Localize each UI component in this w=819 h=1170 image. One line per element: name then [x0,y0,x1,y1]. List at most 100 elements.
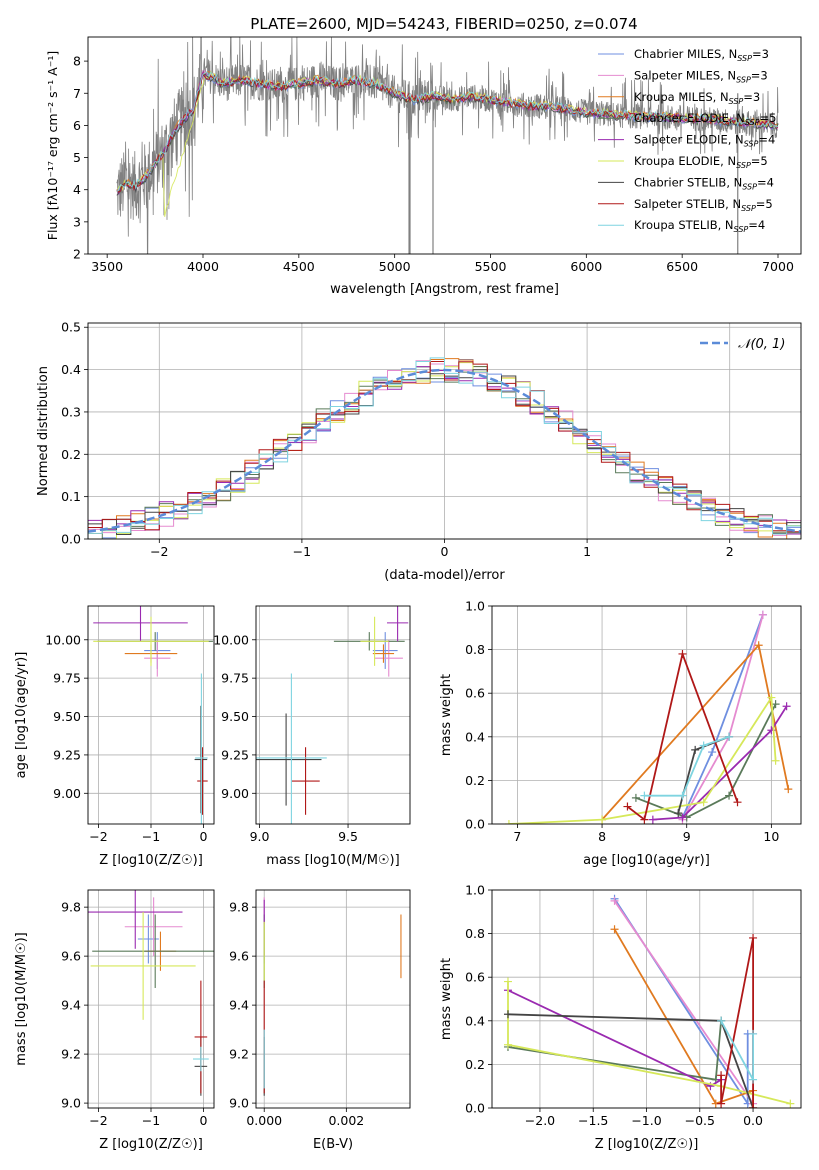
legend-label: Chabrier ELODIE, NSSP=5 [634,111,776,127]
x-axis-label: E(B-V) [313,1137,353,1152]
weight-marker [610,896,619,905]
y-axis-label: mass [log10(M/M☉)] [14,932,29,1065]
legend-subscript: SSP [734,225,749,234]
legend-subscript: SSP [744,140,759,149]
x-tick-label: −2 [150,544,168,559]
errorbar-point-7 [197,747,208,815]
y-axis-label: Flux [fλ10⁻¹⁷ erg cm⁻² s⁻¹ A⁻¹] [45,51,60,240]
axes-frame [87,889,215,1109]
legend-subscript: SSP [742,182,757,191]
y-tick-label: 3 [73,214,81,229]
x-tick-label: 1 [583,544,591,559]
legend-label: Salpeter ELODIE, NSSP=4 [634,133,775,149]
mass-vs-z-plot [88,890,214,1096]
figure-title: PLATE=2600, MJD=54243, FIBERID=0250, z=0… [250,15,637,33]
errorbar-point-3 [92,914,214,988]
y-tick-label: 5 [73,150,81,165]
weight-marker [631,793,640,802]
y-tick-label: 10.00 [213,632,249,647]
legend-subscript: SSP [737,54,752,63]
x-tick-label: −2 [89,829,107,844]
axes-frame [87,605,215,825]
age-vs-mass-plot [256,606,409,824]
y-tick-label: 9.50 [221,709,249,724]
x-axis-label: mass [log10(M/M☉)] [266,853,399,868]
weight-marker [691,745,700,754]
x-tick-label: 8 [598,829,606,844]
x-tick-label: 6500 [666,259,698,274]
y-tick-label: 0.0 [61,532,81,547]
weight-marker [771,700,780,709]
errorbar-point-4 [88,890,183,949]
weight-marker [678,649,687,658]
legend-nssp: =4 [758,133,775,147]
errorbar-point-5 [360,616,389,666]
errorbar-point-8 [195,673,208,824]
weight-marker [784,785,793,794]
x-tick-label: 9.0 [250,829,270,844]
weight-marker [640,815,649,824]
x-tick-label: 0.0 [743,1113,763,1128]
y-axis-label: mass weight [439,674,454,756]
y-tick-label: 0.2 [465,773,485,788]
legend-nssp: =5 [751,154,768,168]
axes-frame [491,889,802,1109]
residuals-panel: −2 −1 0 1 2 0.0 0.1 0.2 0.3 0.4 0.5 (data-model)/er… [36,320,802,583]
y-tick-label: 9.2 [229,1047,249,1062]
weight-line-7 [720,937,754,1108]
y-tick-label: 2 [73,247,81,262]
legend-nssp: =4 [757,175,774,189]
legend-nssp: =3 [743,90,760,104]
axes-frame [255,889,411,1109]
x-tick-label: −0.5 [685,1113,715,1128]
y-axis-label: mass weight [439,958,454,1040]
weight-marker [678,791,687,800]
x-axis-label: Z [log10(Z/Z☉)] [99,1137,203,1152]
weight-marker [725,732,734,741]
x-tick-label: −1.5 [578,1113,608,1128]
y-tick-label: 9.00 [53,786,81,801]
y-tick-label: 9.25 [221,747,249,762]
weight-marker [699,741,708,750]
errorbar-point-8 [256,673,327,824]
weight-line-5 [508,694,777,824]
age-vs-z-plot [93,606,213,824]
y-tick-label: 0.8 [465,642,485,657]
legend-nssp: =5 [760,111,777,125]
axes-frame [87,322,802,540]
weight-vs-age-plot [504,610,793,824]
spectrum-panel: 3500 4000 4500 5000 5500 6000 6500 7000 2 3 4 5 6 7 8 w… [45,36,802,297]
weight-marker [678,813,687,822]
errorbar-point-1 [124,897,183,957]
model-spectrum-8 [116,71,779,192]
y-tick-label: 1.0 [465,883,485,898]
weight-marker [749,1075,758,1084]
weight-marker [733,798,742,807]
legend-subscript: SSP [736,161,751,170]
legend-subscript: SSP [736,75,751,84]
x-axis-label: (data-model)/error [384,568,505,583]
y-tick-label: 9.6 [229,949,249,964]
x-tick-label: 9.5 [338,829,358,844]
y-tick-label: 9.8 [229,900,249,915]
y-tick-label: 9.6 [61,949,81,964]
y-tick-label: 9.25 [53,747,81,762]
mass-vs-ebv-panel: 0.000 0.002 9.0 9.2 9.4 9.6 9.8 E(B-V) [229,889,411,1152]
errorbar-point-8 [193,1046,209,1072]
x-tick-label: 7000 [762,259,794,274]
spectrum-legend: Chabrier MILES, NSSP=3 Salpeter MILES, NS… [598,47,776,234]
x-tick-label: 5500 [475,259,507,274]
gaussian-curve [88,368,801,533]
x-tick-label: 2 [726,544,734,559]
y-tick-label: 6 [73,118,81,133]
legend-label: Kroupa STELIB, NSSP=4 [634,218,765,234]
weight-marker [623,802,632,811]
x-tick-label: 4500 [283,259,315,274]
weight-marker [782,702,791,711]
y-axis-label: Normed distribution [36,366,51,496]
model-spectrum-7 [116,73,779,193]
y-tick-label: 0.8 [465,926,485,941]
x-tick-label: −1 [293,544,311,559]
x-tick-label: −1 [142,1113,160,1128]
